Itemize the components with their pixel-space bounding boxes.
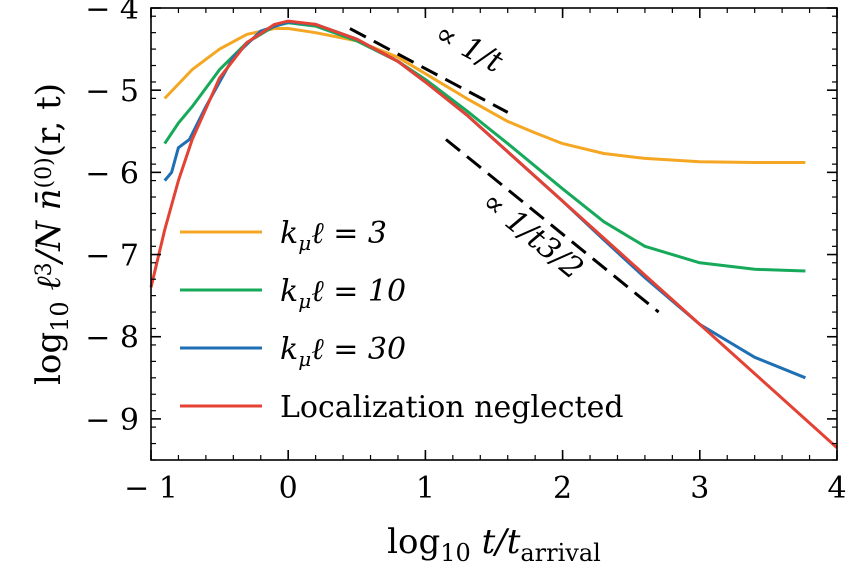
y-axis-label: log10 ℓ3/N n̄(0)(r, t) — [29, 83, 74, 385]
y-tick-label: − 9 — [85, 403, 139, 438]
guide-line-1 — [349, 27, 509, 114]
legend-label-2: kμℓ = 10 — [280, 274, 406, 313]
x-tick-label: 0 — [279, 471, 298, 506]
tick-labels: − 1 0 1 2 3 4 − 9 − 8 − 7 − 6 − 5 − 4 — [85, 0, 846, 506]
legend-label-4: Localization neglected — [280, 390, 624, 425]
guide-label-2: ∝ 1/t3/2 — [475, 184, 590, 286]
legend-label-1: kμℓ = 3 — [280, 216, 387, 255]
guide-label-1: ∝ 1/t — [429, 16, 509, 81]
x-tick-label: 1 — [416, 471, 435, 506]
y-tick-label: − 6 — [85, 156, 139, 191]
guide-line-2 — [445, 138, 660, 314]
x-axis-label: log10 t/tarrival — [387, 522, 601, 567]
x-tick-label: 4 — [827, 471, 846, 506]
legend: kμℓ = 3 kμℓ = 10 kμℓ = 30 Localization negl… — [180, 216, 624, 425]
series-line-4 — [149, 19, 839, 449]
y-tick-label: − 7 — [85, 239, 139, 274]
x-tick-label: 3 — [690, 471, 709, 506]
y-tick-label: − 4 — [85, 0, 139, 27]
y-tick-label: − 5 — [85, 74, 139, 109]
plot-frame — [150, 7, 838, 461]
legend-label-3: kμℓ = 30 — [280, 332, 406, 371]
x-tick-label: 2 — [553, 471, 572, 506]
series-line-1 — [163, 27, 806, 164]
x-tick-label: − 1 — [124, 471, 178, 506]
plot-lines — [149, 19, 839, 449]
axis-ticks — [150, 7, 838, 461]
y-tick-label: − 8 — [85, 321, 139, 356]
